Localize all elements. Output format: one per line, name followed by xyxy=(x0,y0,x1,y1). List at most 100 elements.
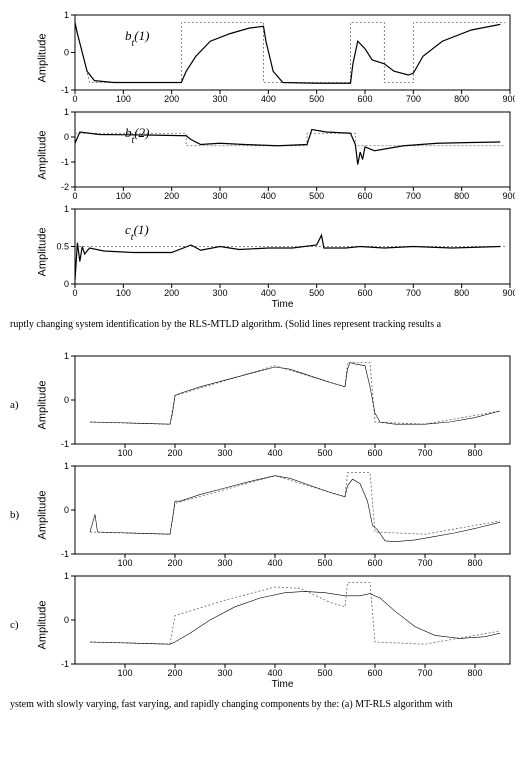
svg-text:300: 300 xyxy=(212,288,227,298)
svg-text:400: 400 xyxy=(261,191,276,201)
svg-text:-1: -1 xyxy=(61,157,69,167)
panel-label: c) xyxy=(10,619,19,631)
svg-text:-1: -1 xyxy=(61,549,69,559)
svg-text:200: 200 xyxy=(164,94,179,104)
svg-text:1: 1 xyxy=(64,351,69,361)
y-axis-label: Amplitude xyxy=(36,130,48,179)
plot-svg: -1 0 1 100 200 300 400 500 600 700 800 xyxy=(50,351,515,459)
chart-panel: Amplitude00.5101002003004005006007008009… xyxy=(50,204,515,299)
y-axis-label: Amplitude xyxy=(36,33,48,82)
svg-text:600: 600 xyxy=(367,448,382,458)
svg-text:-1: -1 xyxy=(61,439,69,449)
svg-text:bt(2): bt(2) xyxy=(125,125,149,146)
svg-text:300: 300 xyxy=(217,448,232,458)
svg-text:700: 700 xyxy=(406,191,421,201)
plot-svg: -1010100200300400500600700800900bt(1) xyxy=(50,10,515,105)
svg-text:bt(1): bt(1) xyxy=(125,28,149,49)
svg-text:1: 1 xyxy=(64,461,69,471)
svg-text:ct(1): ct(1) xyxy=(125,222,149,243)
figure-1: Amplitude-101010020030040050060070080090… xyxy=(10,10,515,310)
svg-text:1: 1 xyxy=(64,571,69,581)
svg-text:900: 900 xyxy=(502,191,515,201)
svg-text:100: 100 xyxy=(116,94,131,104)
plot-svg: -2-1010100200300400500600700800900bt(2) xyxy=(50,107,515,202)
y-axis-label: Amplitude xyxy=(36,227,48,276)
svg-text:0: 0 xyxy=(64,505,69,515)
svg-text:800: 800 xyxy=(454,191,469,201)
svg-text:600: 600 xyxy=(357,288,372,298)
svg-text:500: 500 xyxy=(317,668,332,678)
figure-2: Amplitudea)-101100200300400500600700800A… xyxy=(10,351,515,690)
chart-panel: Amplitudec)-101100200300400500600700800 xyxy=(50,571,515,679)
svg-text:400: 400 xyxy=(267,558,282,568)
svg-text:0: 0 xyxy=(64,279,69,289)
svg-text:0: 0 xyxy=(64,132,69,142)
svg-text:700: 700 xyxy=(406,94,421,104)
svg-text:700: 700 xyxy=(417,668,432,678)
svg-text:600: 600 xyxy=(367,558,382,568)
svg-text:500: 500 xyxy=(317,558,332,568)
svg-text:700: 700 xyxy=(417,448,432,458)
svg-text:200: 200 xyxy=(164,191,179,201)
fig1-xlabel: Time xyxy=(50,299,515,310)
svg-text:1: 1 xyxy=(64,10,69,20)
svg-text:800: 800 xyxy=(467,448,482,458)
svg-text:700: 700 xyxy=(406,288,421,298)
svg-text:0: 0 xyxy=(64,48,69,58)
svg-text:700: 700 xyxy=(417,558,432,568)
svg-text:400: 400 xyxy=(261,94,276,104)
svg-text:-2: -2 xyxy=(61,182,69,192)
svg-text:200: 200 xyxy=(164,288,179,298)
svg-text:900: 900 xyxy=(502,94,515,104)
svg-text:600: 600 xyxy=(357,94,372,104)
panel-label: b) xyxy=(10,509,19,521)
chart-panel: Amplitudea)-101100200300400500600700800 xyxy=(50,351,515,459)
svg-text:100: 100 xyxy=(117,668,132,678)
svg-text:200: 200 xyxy=(167,558,182,568)
caption-2: ystem with slowly varying, fast varying,… xyxy=(10,698,515,711)
plot-svg: -101100200300400500600700800 xyxy=(50,571,515,679)
chart-panel: Amplitude-101010020030040050060070080090… xyxy=(50,10,515,105)
svg-text:300: 300 xyxy=(212,94,227,104)
svg-text:100: 100 xyxy=(117,558,132,568)
svg-text:100: 100 xyxy=(117,448,132,458)
svg-text:500: 500 xyxy=(317,448,332,458)
svg-text:0: 0 xyxy=(72,191,77,201)
chart-panel: Amplitudeb)-101100200300400500600700800 xyxy=(50,461,515,569)
chart-panel: Amplitude-2-1010100200300400500600700800… xyxy=(50,107,515,202)
svg-text:1: 1 xyxy=(64,204,69,214)
svg-text:300: 300 xyxy=(217,668,232,678)
svg-text:0: 0 xyxy=(72,288,77,298)
panel-label: a) xyxy=(10,399,19,411)
svg-text:800: 800 xyxy=(454,288,469,298)
svg-text:400: 400 xyxy=(267,448,282,458)
svg-text:0: 0 xyxy=(64,615,69,625)
svg-text:900: 900 xyxy=(502,288,515,298)
svg-text:1: 1 xyxy=(64,107,69,117)
svg-text:800: 800 xyxy=(454,94,469,104)
svg-text:500: 500 xyxy=(309,191,324,201)
svg-text:800: 800 xyxy=(467,558,482,568)
svg-text:600: 600 xyxy=(367,668,382,678)
svg-text:0: 0 xyxy=(64,395,69,405)
plot-svg: 0 0.5 1 0 100 200 300 400 500 600 700 800 900 ct(1) xyxy=(50,204,515,299)
svg-text:300: 300 xyxy=(212,191,227,201)
svg-text:100: 100 xyxy=(116,288,131,298)
svg-text:200: 200 xyxy=(167,668,182,678)
svg-text:-1: -1 xyxy=(61,85,69,95)
svg-text:500: 500 xyxy=(309,94,324,104)
svg-text:500: 500 xyxy=(309,288,324,298)
svg-text:100: 100 xyxy=(116,191,131,201)
y-axis-label: Amplitude xyxy=(36,601,48,650)
fig2-xlabel: Time xyxy=(50,679,515,690)
y-axis-label: Amplitude xyxy=(36,381,48,430)
svg-text:400: 400 xyxy=(261,288,276,298)
plot-svg: -1 0 1 100 200 300 400 500 600 700 800 xyxy=(50,461,515,569)
svg-text:200: 200 xyxy=(167,448,182,458)
svg-text:300: 300 xyxy=(217,558,232,568)
svg-text:-1: -1 xyxy=(61,659,69,669)
svg-text:0.5: 0.5 xyxy=(56,242,69,252)
y-axis-label: Amplitude xyxy=(36,491,48,540)
caption-1: ruptly changing system identification by… xyxy=(10,318,515,331)
svg-text:400: 400 xyxy=(267,668,282,678)
